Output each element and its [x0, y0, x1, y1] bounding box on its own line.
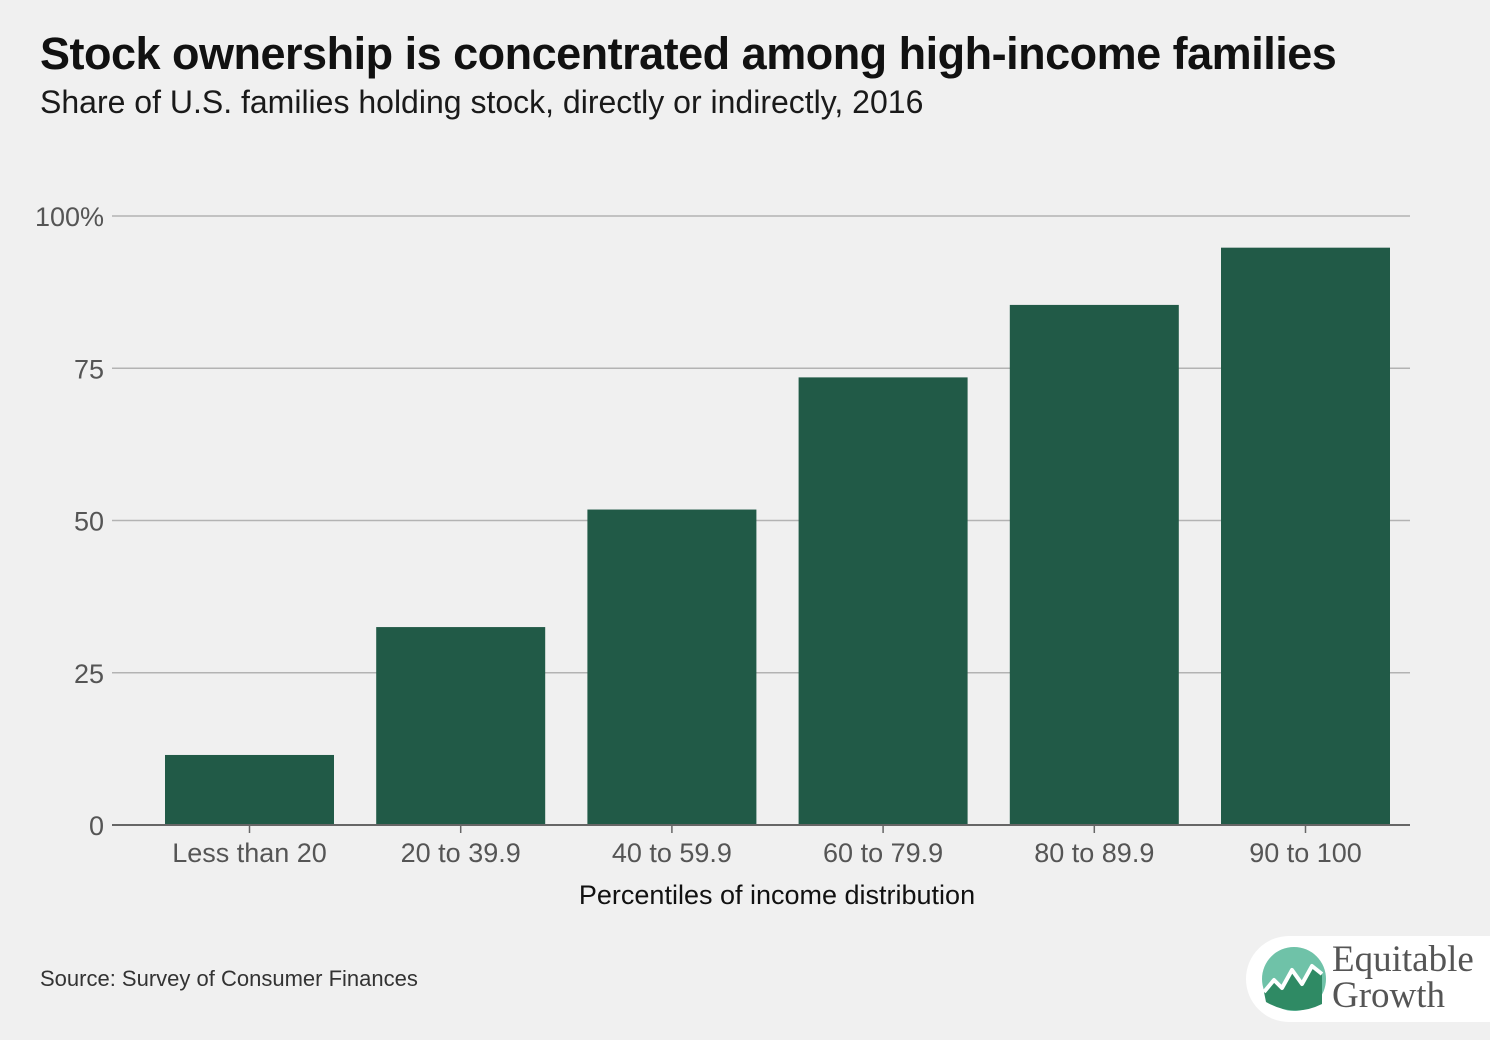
x-tick-label-1: Less than 20 — [172, 838, 327, 868]
bar-2 — [376, 627, 546, 825]
bars — [165, 247, 1390, 826]
equitable-growth-logo: Equitable Growth — [1246, 936, 1490, 1022]
y-tick-label-100: 100% — [35, 202, 104, 232]
x-tick-label-6: 90 to 100 — [1249, 838, 1362, 868]
logo-wordmark: Equitable Growth — [1332, 939, 1474, 1016]
y-tick-label-50: 50 — [74, 507, 104, 537]
logo-line-1: Equitable — [1332, 939, 1474, 980]
y-axis-ticks: 0 25 50 75 100% — [35, 202, 104, 841]
y-tick-label-0: 0 — [89, 811, 104, 841]
x-tick-label-4: 60 to 79.9 — [823, 838, 943, 868]
chart-subtitle: Share of U.S. families holding stock, di… — [40, 84, 924, 120]
chart-title: Stock ownership is concentrated among hi… — [40, 28, 1337, 79]
x-axis-ticks: Less than 20 20 to 39.9 40 to 59.9 60 to 79… — [172, 825, 1362, 868]
x-tick-label-5: 80 to 89.9 — [1034, 838, 1154, 868]
x-tick-label-3: 40 to 59.9 — [612, 838, 732, 868]
source-note: Source: Survey of Consumer Finances — [40, 966, 418, 991]
bar-4 — [798, 377, 968, 825]
x-axis-title: Percentiles of income distribution — [579, 880, 975, 910]
y-tick-label-25: 25 — [74, 659, 104, 689]
bar-1 — [165, 754, 334, 825]
y-tick-label-75: 75 — [74, 354, 104, 384]
logo-line-2: Growth — [1332, 975, 1446, 1016]
bar-5 — [1009, 304, 1179, 825]
bar-3 — [587, 509, 757, 825]
growth-chart-icon — [1262, 947, 1326, 1011]
gridlines — [112, 215, 1410, 674]
bar-6 — [1221, 247, 1390, 826]
x-tick-label-2: 20 to 39.9 — [401, 838, 521, 868]
